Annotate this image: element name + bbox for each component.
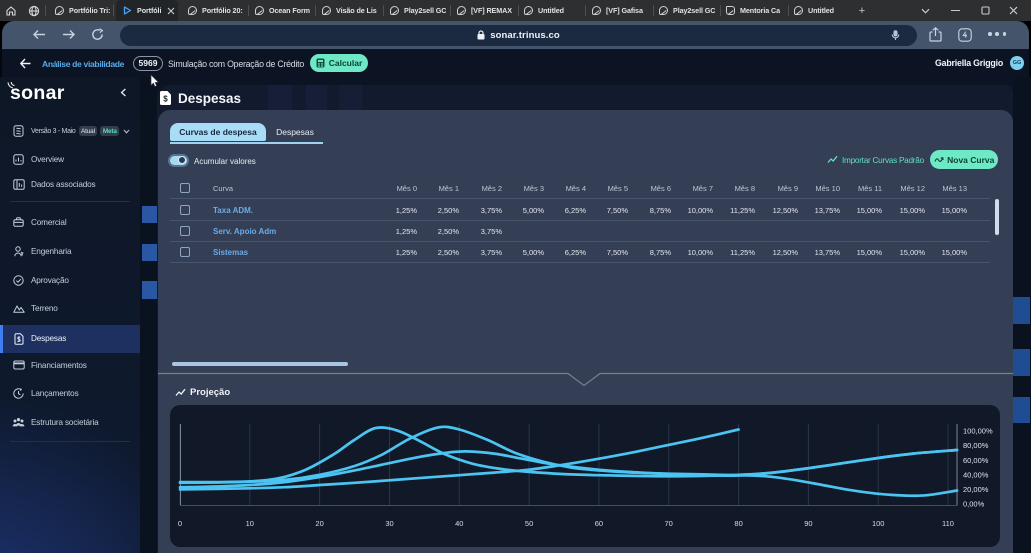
svg-text:100,00%: 100,00% bbox=[963, 427, 993, 436]
svg-text:20: 20 bbox=[315, 519, 323, 528]
svg-text:40,00%: 40,00% bbox=[963, 470, 989, 479]
svg-text:10: 10 bbox=[246, 519, 254, 528]
svg-text:80,00%: 80,00% bbox=[963, 441, 989, 450]
svg-text:0: 0 bbox=[178, 519, 182, 528]
svg-text:40: 40 bbox=[455, 519, 463, 528]
svg-text:60: 60 bbox=[595, 519, 603, 528]
svg-text:100: 100 bbox=[872, 519, 885, 528]
svg-text:70: 70 bbox=[665, 519, 673, 528]
svg-text:30: 30 bbox=[385, 519, 393, 528]
svg-text:50: 50 bbox=[525, 519, 533, 528]
svg-text:90: 90 bbox=[804, 519, 812, 528]
svg-text:20,00%: 20,00% bbox=[963, 485, 989, 494]
svg-text:$: $ bbox=[163, 95, 168, 104]
svg-text:110: 110 bbox=[942, 519, 954, 528]
svg-text:60,00%: 60,00% bbox=[963, 456, 989, 465]
svg-text:80: 80 bbox=[734, 519, 742, 528]
svg-text:0,00%: 0,00% bbox=[963, 500, 985, 509]
